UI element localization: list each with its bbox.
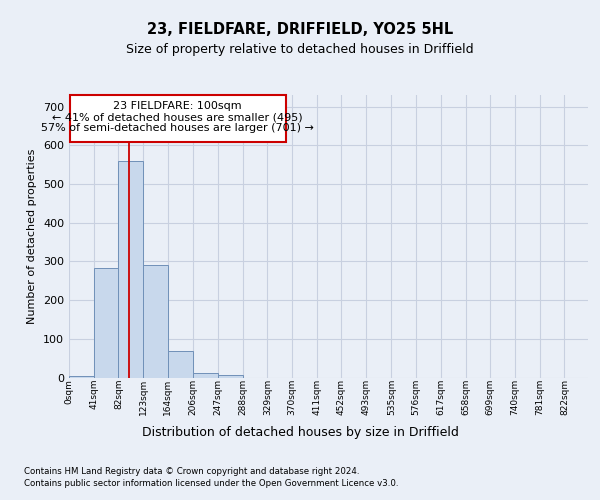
Text: Contains public sector information licensed under the Open Government Licence v3: Contains public sector information licen… [24,480,398,488]
Bar [143,265,168,378]
Bar [118,161,143,378]
Bar [94,268,118,378]
Text: 23 FIELDFARE: 100sqm: 23 FIELDFARE: 100sqm [113,101,242,111]
Text: Size of property relative to detached houses in Driffield: Size of property relative to detached ho… [126,42,474,56]
Y-axis label: Number of detached properties: Number of detached properties [28,148,37,324]
Bar [168,351,193,378]
Text: Contains HM Land Registry data © Crown copyright and database right 2024.: Contains HM Land Registry data © Crown c… [24,466,359,475]
Text: 57% of semi-detached houses are larger (701) →: 57% of semi-detached houses are larger (… [41,123,314,133]
Text: 23, FIELDFARE, DRIFFIELD, YO25 5HL: 23, FIELDFARE, DRIFFIELD, YO25 5HL [147,22,453,38]
Bar [193,373,218,378]
FancyBboxPatch shape [70,95,286,142]
Text: Distribution of detached houses by size in Driffield: Distribution of detached houses by size … [142,426,458,439]
Bar [69,376,94,378]
Bar [218,375,242,378]
Text: ← 41% of detached houses are smaller (495): ← 41% of detached houses are smaller (49… [52,112,303,122]
